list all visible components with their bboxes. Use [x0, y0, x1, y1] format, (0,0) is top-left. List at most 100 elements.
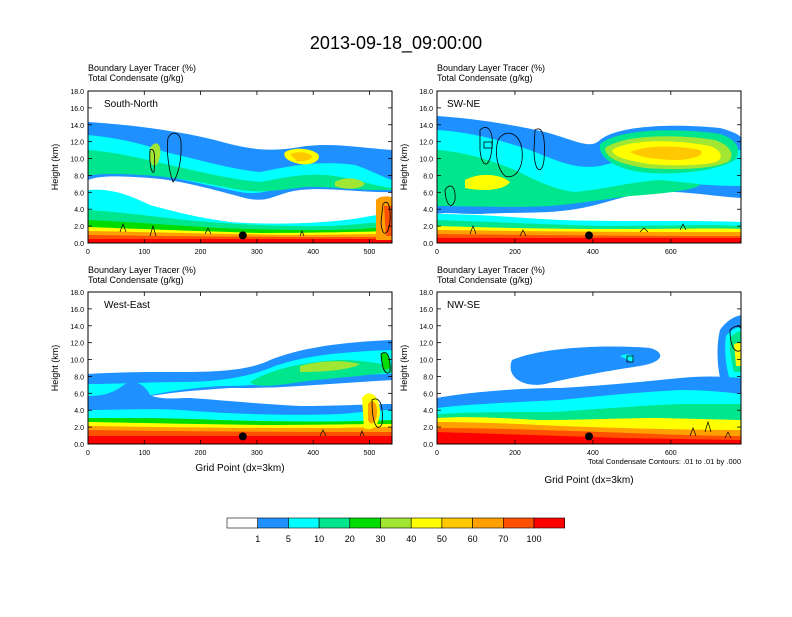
y-tick-label: 16.0	[70, 106, 84, 113]
x-tick-label: 0	[435, 450, 439, 457]
location-marker	[238, 432, 247, 441]
x-tick-label: 100	[138, 450, 150, 457]
colorbar-swatch	[380, 517, 412, 529]
colorbar-label: 70	[498, 534, 508, 544]
y-tick-label: 2.0	[423, 224, 433, 231]
y-tick-label: 4.0	[74, 207, 84, 214]
y-tick-label: 14.0	[70, 324, 84, 331]
y-tick-label: 8.0	[74, 374, 84, 381]
colorbar-swatch	[288, 517, 320, 529]
x-tick-label: 400	[587, 450, 599, 457]
colorbar-swatch	[533, 517, 566, 529]
y-tick-label: 0.0	[74, 241, 84, 248]
y-tick-label: 18.0	[419, 89, 433, 96]
colorbar-swatch	[410, 517, 443, 529]
colorbar-label: 30	[375, 534, 385, 544]
colorbar-label: 10	[314, 534, 324, 544]
colorbar-swatch	[502, 517, 535, 529]
y-tick-label: 4.0	[74, 408, 84, 415]
panel-header-line1: Boundary Layer Tracer (%)	[437, 63, 545, 73]
colorbar-swatch	[472, 517, 504, 529]
colorbar-label: 50	[437, 534, 447, 544]
y-tick-label: 14.0	[419, 324, 433, 331]
panel-header-line2: Total Condensate (g/kg)	[88, 73, 184, 83]
y-axis-label: Height (km)	[399, 144, 409, 191]
x-tick-label: 300	[251, 450, 263, 457]
y-tick-label: 6.0	[423, 190, 433, 197]
location-marker	[585, 432, 593, 441]
y-tick-label: 14.0	[419, 123, 433, 130]
y-tick-label: 16.0	[419, 307, 433, 314]
x-tick-label: 600	[665, 450, 677, 457]
y-tick-label: 10.0	[70, 358, 84, 365]
y-tick-label: 12.0	[419, 341, 433, 348]
x-tick-label: 0	[435, 249, 439, 256]
colorbar-label: 5	[286, 534, 291, 544]
x-axis-label: Grid Point (dx=3km)	[544, 475, 633, 486]
y-tick-label: 18.0	[70, 290, 84, 297]
panel-nw-se: Boundary Layer Tracer (%) Total Condensa…	[399, 265, 742, 486]
panel-header-line2: Total Condensate (g/kg)	[437, 73, 533, 83]
heatmap-field	[88, 292, 392, 444]
x-axis-label: Grid Point (dx=3km)	[195, 463, 284, 474]
y-tick-label: 6.0	[74, 391, 84, 398]
panel-label: West-East	[104, 300, 150, 311]
y-tick-label: 10.0	[419, 157, 433, 164]
x-tick-label: 400	[307, 249, 319, 256]
panel-header-line2: Total Condensate (g/kg)	[88, 275, 184, 285]
y-tick-label: 12.0	[70, 140, 84, 147]
y-tick-label: 10.0	[70, 157, 84, 164]
x-tick-label: 0	[86, 450, 90, 457]
y-tick-label: 2.0	[74, 224, 84, 231]
x-tick-label: 200	[509, 249, 521, 256]
y-tick-label: 8.0	[423, 374, 433, 381]
panel-south-north: Boundary Layer Tracer (%) Total Condensa…	[50, 63, 393, 256]
y-tick-label: 12.0	[419, 140, 433, 147]
y-tick-label: 14.0	[70, 123, 84, 130]
y-tick-label: 0.0	[423, 241, 433, 248]
panel-header-line1: Boundary Layer Tracer (%)	[437, 265, 545, 275]
colorbar-swatch	[349, 517, 381, 529]
colorbar-label: 100	[526, 534, 541, 544]
x-tick-label: 200	[195, 249, 207, 256]
axes: 0.0 2.0 4.0 6.0 8.0 10.0 12.0 14.0 16.0 18.0 0 200 4…	[419, 290, 741, 457]
y-tick-label: 18.0	[70, 89, 84, 96]
colorbar-label: 1	[255, 534, 260, 544]
heatmap-field	[88, 91, 392, 243]
y-tick-label: 4.0	[423, 408, 433, 415]
location-marker	[585, 231, 593, 240]
panel-sw-ne: Boundary Layer Tracer (%) Total Condensa…	[399, 63, 742, 256]
colorbar-swatch	[318, 517, 351, 529]
x-tick-label: 200	[509, 450, 521, 457]
y-axis-label: Height (km)	[399, 345, 409, 392]
colorbar: 1 5 10 20 30 40 50 60 70 100	[226, 517, 566, 544]
x-tick-label: 500	[364, 249, 376, 256]
y-tick-label: 6.0	[423, 391, 433, 398]
y-tick-label: 0.0	[423, 442, 433, 449]
x-tick-label: 400	[587, 249, 599, 256]
panel-west-east: Boundary Layer Tracer (%) Total Condensa…	[50, 265, 393, 474]
y-tick-label: 12.0	[70, 341, 84, 348]
x-tick-label: 500	[364, 450, 376, 457]
y-axis-label: Height (km)	[50, 345, 60, 392]
x-tick-label: 400	[307, 450, 319, 457]
axes: 0.0 2.0 4.0 6.0 8.0 10.0 12.0 14.0 16.0 18.0 0 200 4…	[419, 89, 741, 256]
panel-header-line1: Boundary Layer Tracer (%)	[88, 265, 196, 275]
colorbar-swatch	[226, 517, 259, 529]
panel-header-line2: Total Condensate (g/kg)	[437, 275, 533, 285]
figure-title: 2013-09-18_09:00:00	[310, 33, 482, 54]
axes: 0.0 2.0 4.0 6.0 8.0 10.0 12.0 14.0 16.0 18.0 0 100 2…	[70, 290, 392, 457]
x-tick-label: 200	[195, 450, 207, 457]
colorbar-swatch	[257, 517, 289, 529]
y-tick-label: 4.0	[423, 207, 433, 214]
y-tick-label: 0.0	[74, 442, 84, 449]
y-tick-label: 18.0	[419, 290, 433, 297]
y-tick-label: 6.0	[74, 190, 84, 197]
y-tick-label: 16.0	[419, 106, 433, 113]
x-tick-label: 100	[138, 249, 150, 256]
y-tick-label: 16.0	[70, 307, 84, 314]
x-tick-label: 300	[251, 249, 263, 256]
location-marker	[238, 231, 247, 240]
colorbar-label: 60	[468, 534, 478, 544]
